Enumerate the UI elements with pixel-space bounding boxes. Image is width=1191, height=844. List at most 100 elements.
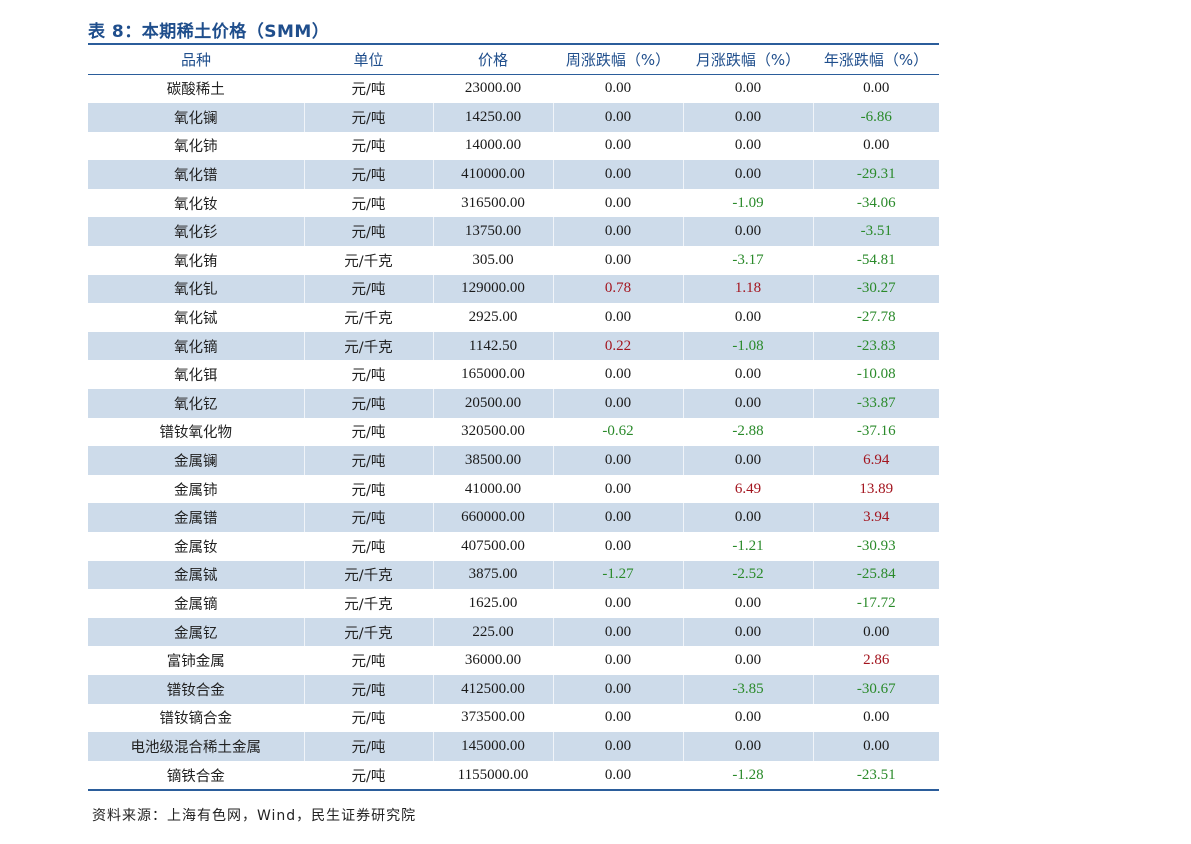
monthly-change-cell: 0.00 bbox=[682, 646, 813, 675]
price-cell: 305.00 bbox=[432, 246, 553, 275]
weekly-change-cell: -0.62 bbox=[552, 417, 683, 447]
table-row: 镨钕氧化物 元/吨 320500.00 -0.62 -2.88 -37.16 bbox=[88, 417, 939, 447]
monthly-change-cell: 0.00 bbox=[682, 160, 813, 189]
unit-cell: 元/吨 bbox=[303, 732, 433, 761]
variety-cell: 镝铁合金 bbox=[88, 760, 304, 792]
yearly-change-cell: 0.00 bbox=[812, 732, 939, 761]
monthly-change-cell: 0.00 bbox=[682, 217, 813, 247]
yearly-change-cell: -25.84 bbox=[812, 560, 939, 590]
table-row: 氧化铈 元/吨 14000.00 0.00 0.00 0.00 bbox=[88, 131, 939, 161]
variety-cell: 氧化钕 bbox=[174, 196, 218, 213]
unit-cell: 元/吨 bbox=[303, 131, 433, 161]
yearly-change-cell: 13.89 bbox=[812, 474, 939, 504]
variety-cell: 金属镧 bbox=[88, 446, 304, 475]
weekly-change-cell: 0.00 bbox=[552, 532, 683, 561]
variety-cell: 氧化镧 bbox=[88, 103, 304, 132]
variety-cell: 氧化钐 bbox=[88, 217, 304, 247]
variety-cell: 氧化钆 bbox=[88, 274, 304, 304]
table-row: 氧化镧 元/吨 14250.00 0.00 0.00 -6.86 bbox=[88, 103, 939, 132]
table-row: 金属镧 元/吨 38500.00 0.00 0.00 6.94 bbox=[88, 446, 939, 475]
unit-cell: 元/千克 bbox=[303, 246, 433, 275]
price-cell: 320500.00 bbox=[432, 417, 553, 447]
price-cell: 38500.00 bbox=[432, 446, 553, 475]
weekly-change-cell: 0.00 bbox=[552, 103, 683, 132]
unit-cell: 元/千克 bbox=[303, 303, 433, 332]
unit-cell: 元/吨 bbox=[303, 646, 433, 675]
variety-cell: 氧化铕 bbox=[174, 253, 218, 270]
yearly-change-cell: 6.94 bbox=[812, 446, 939, 475]
unit-cell: 元/吨 bbox=[303, 760, 433, 792]
price-cell: 412500.00 bbox=[432, 674, 553, 704]
table-row: 富铈金属 元/吨 36000.00 0.00 0.00 2.86 bbox=[88, 646, 939, 675]
monthly-change-cell: -3.17 bbox=[682, 246, 813, 275]
weekly-change-cell: 0.00 bbox=[552, 732, 683, 761]
variety-cell: 金属铽 bbox=[88, 560, 304, 590]
table-row: 碳酸稀土 元/吨 23000.00 0.00 0.00 0.00 bbox=[88, 74, 939, 104]
table-row: 氧化铒 元/吨 165000.00 0.00 0.00 -10.08 bbox=[88, 360, 939, 390]
price-cell: 20500.00 bbox=[432, 389, 553, 418]
price-cell: 660000.00 bbox=[432, 503, 553, 532]
monthly-change-cell: 6.49 bbox=[682, 474, 813, 504]
rare-earth-price-table: 品种 单位 价格 周涨跌幅（%） 月涨跌幅（%） 年涨跌幅（%） 碳酸稀土 元/吨… bbox=[88, 43, 939, 792]
weekly-change-cell: 0.00 bbox=[552, 160, 683, 189]
price-cell: 1155000.00 bbox=[432, 760, 553, 792]
unit-cell: 元/千克 bbox=[303, 589, 433, 618]
weekly-change-cell: 0.78 bbox=[552, 274, 683, 304]
variety-cell: 金属钕 bbox=[174, 539, 218, 556]
yearly-change-cell: -23.51 bbox=[812, 760, 939, 792]
variety-cell: 氧化铈 bbox=[174, 139, 218, 156]
monthly-change-cell: 0.00 bbox=[682, 74, 813, 104]
price-cell: 36000.00 bbox=[432, 646, 553, 675]
price-cell: 1625.00 bbox=[432, 589, 553, 618]
variety-cell: 金属镨 bbox=[88, 503, 304, 532]
unit-cell: 元/吨 bbox=[303, 360, 433, 390]
yearly-change-cell: 2.86 bbox=[812, 646, 939, 675]
table-header-row: 品种 单位 价格 周涨跌幅（%） 月涨跌幅（%） 年涨跌幅（%） bbox=[88, 43, 939, 75]
yearly-change-cell: -33.87 bbox=[812, 389, 939, 418]
monthly-change-cell: 0.00 bbox=[682, 103, 813, 132]
price-cell: 14000.00 bbox=[432, 131, 553, 161]
price-cell: 410000.00 bbox=[432, 160, 553, 189]
yearly-change-cell: -54.81 bbox=[812, 246, 939, 275]
unit-cell: 元/吨 bbox=[303, 503, 433, 532]
yearly-change-cell: -30.67 bbox=[812, 674, 939, 704]
weekly-change-cell: 0.00 bbox=[552, 446, 683, 475]
variety-cell: 氧化铒 bbox=[174, 368, 218, 385]
price-cell: 14250.00 bbox=[432, 103, 553, 132]
weekly-change-cell: 0.00 bbox=[552, 674, 683, 704]
table-row: 氧化铕 元/千克 305.00 0.00 -3.17 -54.81 bbox=[88, 246, 939, 275]
unit-cell: 元/吨 bbox=[303, 532, 433, 561]
table-row: 金属镝 元/千克 1625.00 0.00 0.00 -17.72 bbox=[88, 589, 939, 618]
unit-cell: 元/千克 bbox=[303, 617, 433, 647]
variety-cell: 富铈金属 bbox=[166, 654, 225, 671]
unit-cell: 元/千克 bbox=[303, 331, 433, 361]
price-cell: 129000.00 bbox=[432, 274, 553, 304]
weekly-change-cell: 0.00 bbox=[552, 303, 683, 332]
weekly-change-cell: -1.27 bbox=[552, 560, 683, 590]
variety-cell: 金属铈 bbox=[174, 482, 218, 499]
yearly-change-cell: -3.51 bbox=[812, 217, 939, 247]
monthly-change-cell: -2.88 bbox=[682, 417, 813, 447]
variety-cell: 氧化钇 bbox=[88, 389, 304, 418]
monthly-change-cell: 0.00 bbox=[682, 131, 813, 161]
monthly-change-cell: 1.18 bbox=[682, 274, 813, 304]
unit-cell: 元/千克 bbox=[303, 560, 433, 590]
weekly-change-cell: 0.22 bbox=[552, 331, 683, 361]
table-row: 氧化镨 元/吨 410000.00 0.00 0.00 -29.31 bbox=[88, 160, 939, 189]
price-cell: 145000.00 bbox=[432, 732, 553, 761]
variety-cell: 电池级混合稀土金属 bbox=[88, 732, 304, 761]
price-cell: 3875.00 bbox=[432, 560, 553, 590]
unit-cell: 元/吨 bbox=[303, 160, 433, 189]
price-cell: 225.00 bbox=[432, 617, 553, 647]
header-price: 价格 bbox=[433, 43, 553, 75]
header-unit: 单位 bbox=[304, 43, 433, 75]
table-row: 镨钕镝合金 元/吨 373500.00 0.00 0.00 0.00 bbox=[88, 703, 939, 733]
weekly-change-cell: 0.00 bbox=[552, 646, 683, 675]
weekly-change-cell: 0.00 bbox=[552, 131, 683, 161]
monthly-change-cell: -1.28 bbox=[682, 760, 813, 792]
price-cell: 23000.00 bbox=[432, 74, 553, 104]
monthly-change-cell: -1.08 bbox=[682, 331, 813, 361]
table-row: 金属镨 元/吨 660000.00 0.00 0.00 3.94 bbox=[88, 503, 939, 532]
yearly-change-cell: -27.78 bbox=[812, 303, 939, 332]
unit-cell: 元/吨 bbox=[303, 217, 433, 247]
